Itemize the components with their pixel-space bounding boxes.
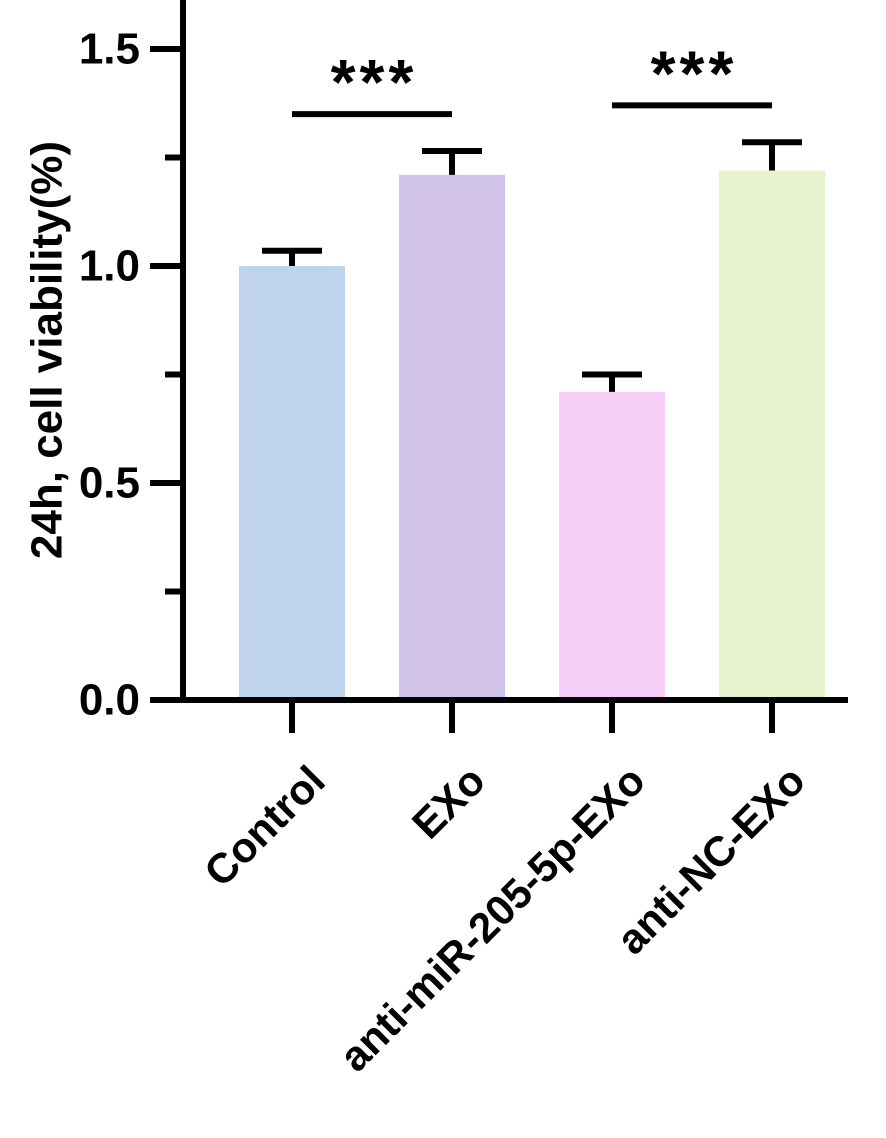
x-tick-label: EXo	[403, 757, 494, 848]
significance-label: ***	[651, 37, 738, 109]
y-tick-label: 1.0	[79, 242, 140, 291]
bar-control	[239, 266, 345, 700]
y-ticks-layer: 0.0 0.5 1.0 1.5	[79, 25, 183, 725]
x-tick-label: anti-miR-205-5p-EXo	[330, 757, 654, 1081]
significance-layer: *** ***	[292, 37, 772, 118]
error-bars-layer	[262, 139, 802, 392]
x-tick-label: Control	[195, 757, 334, 896]
bar-anti-nc-exo	[719, 170, 825, 700]
significance-label: ***	[331, 46, 418, 118]
bars-layer	[239, 170, 825, 701]
y-tick-label: 1.5	[79, 25, 140, 74]
bar-exo	[399, 174, 505, 701]
bar-anti-mir-205-5p-exo	[559, 391, 665, 700]
y-tick-label: 0.0	[79, 676, 140, 725]
y-tick-label: 0.5	[79, 459, 140, 508]
y-axis-title: 24h, cell viability(%)	[23, 141, 72, 559]
